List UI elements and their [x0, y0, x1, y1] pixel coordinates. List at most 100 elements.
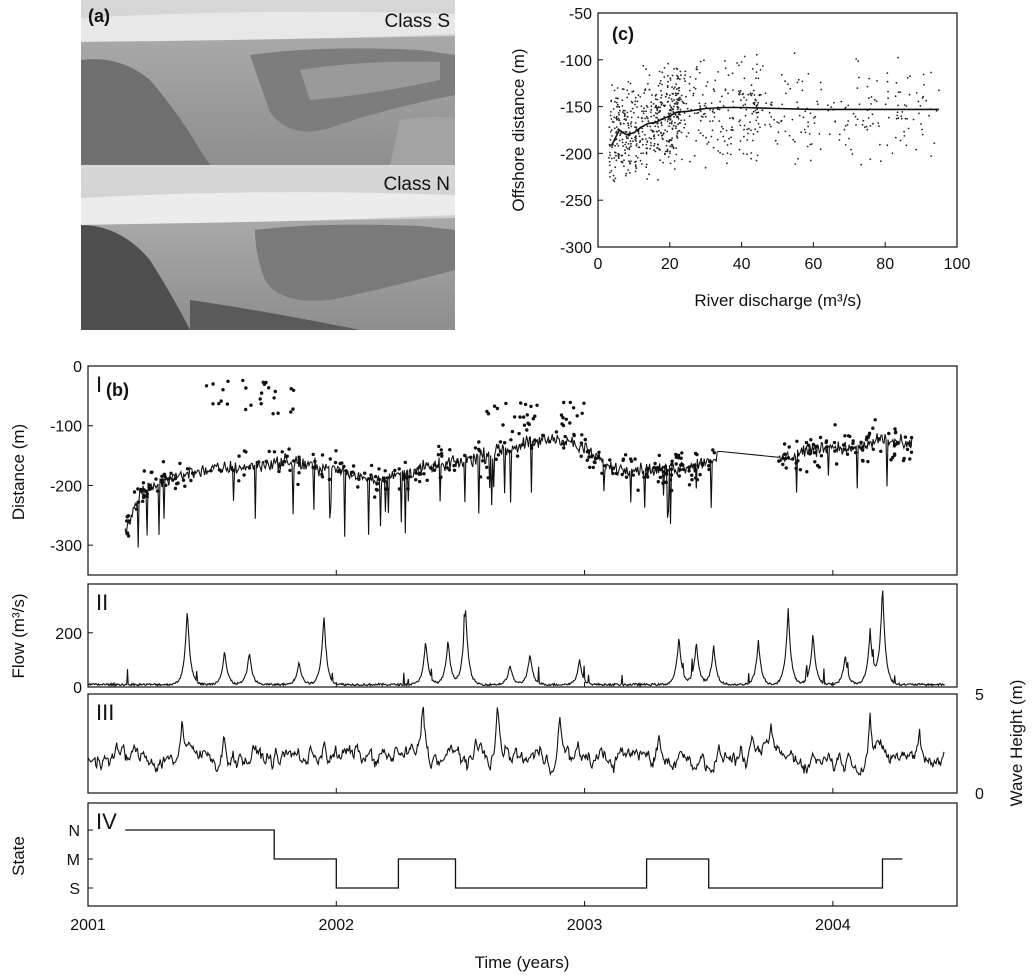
chart-c-point — [657, 111, 660, 114]
chart-c-point — [683, 77, 686, 80]
chart-c-point — [897, 56, 899, 59]
chart-c-point — [906, 118, 908, 120]
chart-c-point — [609, 138, 612, 141]
chart-c-point — [651, 94, 653, 96]
chart-c-point — [648, 74, 651, 76]
panel-i-observation — [851, 441, 855, 446]
panel-i-observation — [825, 445, 829, 449]
chart-c-point — [661, 137, 664, 140]
panel-i-observation — [600, 471, 604, 475]
chart-c-point — [628, 146, 631, 149]
panel-i-observation — [908, 457, 912, 461]
panel-i-observation — [588, 465, 592, 469]
chart-c-point — [844, 144, 847, 146]
chart-c-point — [626, 111, 629, 114]
chart-c-point — [650, 105, 653, 108]
chart-c-point — [653, 134, 655, 137]
chart-c-point — [621, 161, 624, 164]
chart-c-point — [711, 129, 714, 132]
class-s-label: Class S — [385, 11, 450, 32]
panel-i-observation — [580, 411, 584, 415]
chart-c-point — [753, 94, 756, 96]
chart-c-point — [697, 129, 700, 132]
chart-c-ytick-label: -50 — [569, 6, 592, 23]
chart-c-point — [877, 122, 880, 124]
chart-c-point — [667, 100, 669, 103]
panel-i-observation — [142, 469, 146, 473]
panel-i-observation — [297, 471, 301, 475]
panel-i-observation — [244, 407, 248, 412]
panel-i-observation — [582, 401, 586, 405]
chart-c-point — [744, 103, 747, 106]
chart-c-point — [637, 146, 640, 149]
chart-c-point — [645, 138, 647, 140]
panel-i-observation — [403, 460, 407, 465]
chart-c-point — [675, 147, 678, 150]
chart-c-ylabel: Offshore distance (m) — [509, 48, 528, 211]
panel-i-observation — [363, 471, 367, 475]
chart-c-point — [781, 103, 784, 106]
chart-c-point — [724, 60, 726, 62]
chart-c-point — [755, 119, 758, 122]
chart-c-point — [661, 71, 664, 74]
chart-c-point — [650, 144, 652, 147]
chart-c-point — [634, 100, 637, 103]
chart-c-point — [660, 90, 662, 92]
chart-c-point — [669, 162, 672, 165]
chart-c-point — [617, 112, 620, 114]
chart-c-point — [683, 102, 685, 105]
chart-c-point — [669, 145, 671, 148]
chart-c-point — [879, 160, 882, 163]
chart-c-point — [661, 102, 664, 105]
chart-c-point — [689, 76, 692, 78]
chart-c-point — [660, 94, 663, 96]
chart-c-point — [793, 52, 796, 55]
chart-c-point — [804, 110, 807, 113]
chart-c-point — [855, 58, 858, 60]
panel-i-observation — [267, 449, 271, 454]
panel-i-observation — [169, 471, 173, 475]
chart-c-point — [925, 99, 928, 102]
chart-c-point — [725, 129, 728, 132]
panel-i-observation — [579, 454, 583, 458]
chart-c-point — [776, 121, 779, 123]
panel-i-observation — [585, 458, 589, 462]
chart-c-point — [669, 79, 672, 81]
chart-c-point — [625, 146, 628, 148]
chart-c-point — [847, 104, 850, 107]
panel-i-observation — [893, 427, 897, 431]
chart-c-panel-label: (c) — [612, 24, 634, 44]
chart-c-point — [612, 174, 615, 177]
chart-c-point — [720, 125, 723, 128]
chart-c-point — [844, 125, 847, 127]
chart-c-point — [723, 140, 726, 143]
chart-c-point — [630, 145, 632, 148]
chart-c-point — [644, 133, 646, 136]
chart-c-point — [631, 107, 634, 110]
chart-c-point — [683, 112, 686, 114]
chart-c-point — [754, 128, 756, 131]
panel-i-observation — [525, 413, 529, 417]
chart-c-point — [643, 107, 645, 110]
chart-c-point — [702, 116, 704, 118]
chart-c-point — [891, 152, 894, 155]
chart-c-point — [694, 88, 697, 90]
chart-c-point — [630, 160, 632, 163]
panel-i-observation — [219, 399, 223, 403]
panel-i-observation — [623, 453, 628, 457]
chart-c-point — [759, 69, 762, 71]
chart-c-point — [757, 77, 760, 80]
chart-c-point — [639, 159, 642, 162]
panel-i-observation — [297, 458, 301, 462]
chart-c-point — [678, 99, 681, 102]
panel-i-observation — [519, 401, 523, 405]
chart-c-point — [783, 115, 786, 118]
chart-c-point — [702, 134, 704, 137]
chart-c-point — [645, 110, 647, 113]
chart-c-point — [658, 148, 661, 151]
chart-c-point — [622, 145, 624, 148]
chart-c-point — [661, 83, 663, 86]
chart-c-point — [756, 111, 758, 114]
chart-c-point — [664, 129, 667, 132]
panel-i-observation — [373, 495, 377, 499]
